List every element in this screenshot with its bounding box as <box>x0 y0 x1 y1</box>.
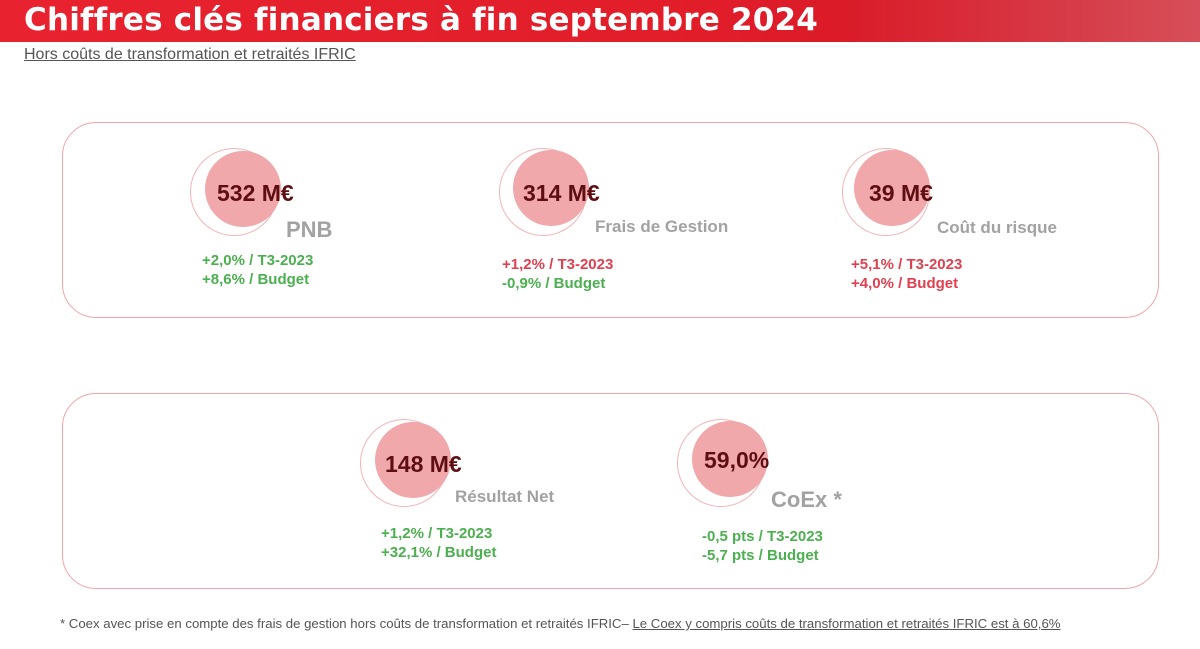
footnote-link[interactable]: Le Coex y compris coûts de transformatio… <box>632 616 1061 631</box>
kpi-pnb: 532 M€ PNB +2,0% / T3-2023 +8,6% / Budge… <box>190 148 490 298</box>
kpi-cout-du-risque: 39 M€ Coût du risque +5,1% / T3-2023 +4,… <box>842 148 1142 298</box>
kpi-stat-budget: +32,1% / Budget <box>381 544 497 561</box>
bubble <box>854 150 930 226</box>
kpi-stat-t3: +2,0% / T3-2023 <box>202 252 314 269</box>
kpi-value: 39 M€ <box>869 180 933 206</box>
bubble <box>375 422 451 498</box>
kpi-value: 148 M€ <box>385 451 462 477</box>
bubble <box>692 421 768 497</box>
kpi-stat-budget: +8,6% / Budget <box>202 271 310 288</box>
footnote-text: * Coex avec prise en compte des frais de… <box>60 616 633 631</box>
kpi-stat-t3: +1,2% / T3-2023 <box>381 525 493 542</box>
bubble <box>205 151 281 227</box>
kpi-stat-budget: +4,0% / Budget <box>851 275 959 292</box>
page-subtitle: Hors coûts de transformation et retraité… <box>24 46 356 63</box>
kpi-resultat-net: 148 M€ Résultat Net +1,2% / T3-2023 +32,… <box>360 419 660 569</box>
kpi-stat-t3: +5,1% / T3-2023 <box>851 256 963 273</box>
bubble <box>513 150 589 226</box>
kpi-label: Frais de Gestion <box>595 217 729 236</box>
kpi-label: CoEx * <box>771 487 842 512</box>
kpi-label: PNB <box>286 217 333 242</box>
kpi-value: 314 M€ <box>523 180 600 206</box>
kpi-value: 59,0% <box>704 447 770 473</box>
kpi-label: Coût du risque <box>937 218 1057 237</box>
kpi-coex: 59,0% CoEx * -0,5 pts / T3-2023 -5,7 pts… <box>677 419 977 569</box>
page-title: Chiffres clés financiers à fin septembre… <box>24 2 819 38</box>
kpi-stat-t3: +1,2% / T3-2023 <box>502 256 614 273</box>
kpi-stat-budget: -5,7 pts / Budget <box>702 547 819 564</box>
kpi-frais-de-gestion: 314 M€ Frais de Gestion +1,2% / T3-2023 … <box>499 148 799 298</box>
title-bar <box>0 0 1200 42</box>
kpi-stat-t3: -0,5 pts / T3-2023 <box>702 528 823 545</box>
kpi-panel-bottom <box>62 393 1159 589</box>
kpi-value: 532 M€ <box>217 180 294 206</box>
kpi-label: Résultat Net <box>455 487 555 506</box>
kpi-stat-budget: -0,9% / Budget <box>502 275 606 292</box>
footnote: * Coex avec prise en compte des frais de… <box>60 616 1061 631</box>
